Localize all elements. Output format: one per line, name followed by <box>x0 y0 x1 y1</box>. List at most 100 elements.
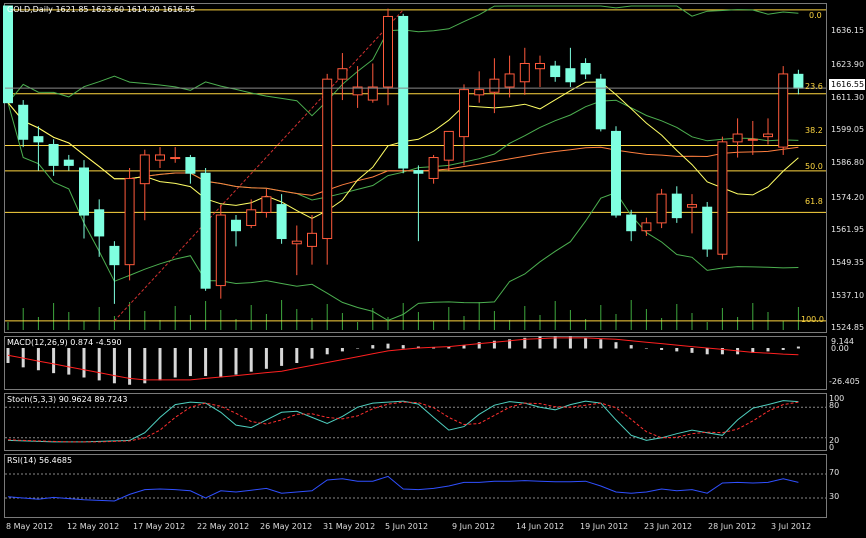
candle-body <box>535 62 545 70</box>
candle-body <box>611 130 621 216</box>
candle-body <box>656 193 667 224</box>
candle-body <box>231 219 241 232</box>
candle-body <box>139 154 150 185</box>
candle-body <box>550 65 561 78</box>
macd-axis-label: 9.144 <box>831 337 854 346</box>
candle-body <box>352 86 363 96</box>
rsi-axis-label: 70 <box>829 468 840 477</box>
date-label: 17 May 2012 <box>133 522 186 531</box>
price-axis-label: 1611.30 <box>831 93 865 102</box>
candle-body <box>671 193 682 219</box>
candle-body <box>641 222 652 232</box>
stoch-k-line <box>7 400 799 443</box>
price-axis-label: 1636.15 <box>831 26 865 35</box>
rsi-axis-label: 30 <box>829 492 840 501</box>
candle-body <box>291 240 302 245</box>
candle-body <box>215 214 226 287</box>
candle-body <box>459 89 469 138</box>
candle-body <box>626 214 637 232</box>
date-label: 19 Jun 2012 <box>580 522 629 531</box>
date-label: 8 May 2012 <box>6 522 54 531</box>
stoch-axis-label: 20 <box>829 436 840 445</box>
date-label: 28 Jun 2012 <box>708 522 757 531</box>
date-label: 3 Jul 2012 <box>771 522 812 531</box>
candle-body <box>261 196 272 213</box>
candle-body <box>443 130 454 161</box>
candle-body <box>474 89 485 96</box>
rsi-pane[interactable] <box>4 454 827 518</box>
macd-pane[interactable] <box>4 336 827 390</box>
candle-body <box>778 73 789 148</box>
candle-body <box>246 209 257 226</box>
candle-body <box>185 157 196 174</box>
candle-body <box>383 15 393 88</box>
date-label: 12 May 2012 <box>67 522 120 531</box>
price-axis-label: 1524.85 <box>831 323 865 332</box>
candle-body <box>63 159 74 166</box>
candle-body <box>580 62 591 75</box>
candle-body <box>763 133 773 138</box>
price-axis-label: 1623.90 <box>831 60 865 69</box>
candle-body <box>519 62 530 83</box>
price-axis-label: 1599.05 <box>831 125 865 134</box>
date-label: 26 May 2012 <box>260 522 313 531</box>
stoch-axis-label: 80 <box>829 401 840 410</box>
candle-body <box>489 78 500 93</box>
candle-body <box>109 245 120 266</box>
candle-body <box>367 86 378 101</box>
stoch-d-line <box>7 401 799 443</box>
candle-body <box>687 204 697 208</box>
fib-label: 0.0 <box>809 11 822 20</box>
fib-trend-line <box>114 9 404 322</box>
rsi-title: RSI(14) 56.4685 <box>7 456 73 465</box>
stochastic-title: Stoch(5,3,3) 90.9624 89.7243 <box>7 395 128 404</box>
macd-title: MACD(12,26,9) 0.874 -4.590 <box>7 338 122 347</box>
candle-body <box>18 104 29 140</box>
candle-body <box>337 68 348 80</box>
candle-body <box>124 177 135 266</box>
stoch-axis-label: 0 <box>829 443 835 452</box>
date-label: 22 May 2012 <box>197 522 250 531</box>
candle-body <box>595 78 606 130</box>
price-axis-label: 1549.35 <box>831 258 865 267</box>
candle-body <box>3 5 13 104</box>
candle-body <box>200 172 211 289</box>
date-label: 9 Jun 2012 <box>452 522 496 531</box>
current-price-marker: 1616.55 <box>829 79 865 90</box>
date-label: 5 Jun 2012 <box>385 522 429 531</box>
candle-body <box>504 73 515 88</box>
candle-body <box>307 232 317 247</box>
candle-body <box>94 209 105 237</box>
candle-body <box>793 73 804 89</box>
fib-label: 50.0 <box>805 162 823 171</box>
fib-label: 38.2 <box>805 126 823 135</box>
price-axis-label: 1586.80 <box>831 158 865 167</box>
rsi-line <box>7 475 799 502</box>
fib-label: 100.0 <box>801 315 824 324</box>
candle-body <box>322 78 333 240</box>
candle-body <box>428 157 439 179</box>
candle-body <box>170 157 181 160</box>
fib-label: 61.8 <box>805 197 823 206</box>
macd-axis-label: 0.00 <box>831 344 849 353</box>
fib-label: 23.6 <box>805 82 823 91</box>
candle-body <box>702 206 713 250</box>
macd-axis-label: -26.405 <box>829 377 860 386</box>
bollinger-lower-line <box>7 102 799 322</box>
candle-body <box>48 143 59 166</box>
macd-signal-line <box>7 337 799 381</box>
candle-body <box>413 170 424 174</box>
stoch-axis-label: 100 <box>829 394 845 403</box>
candle-body <box>732 133 743 143</box>
price-axis-label: 1574.20 <box>831 193 865 202</box>
date-label: 14 Jun 2012 <box>516 522 565 531</box>
candle-body <box>276 204 287 240</box>
candle-body <box>398 15 409 169</box>
candle-body <box>79 167 89 216</box>
candle-body <box>155 154 165 161</box>
candle-body <box>565 68 576 83</box>
price-axis-label: 1537.10 <box>831 291 865 300</box>
price-chart-title: GOLD,Daily 1621.85 1623.60 1614.20 1616.… <box>7 5 196 14</box>
date-label: 23 Jun 2012 <box>644 522 693 531</box>
